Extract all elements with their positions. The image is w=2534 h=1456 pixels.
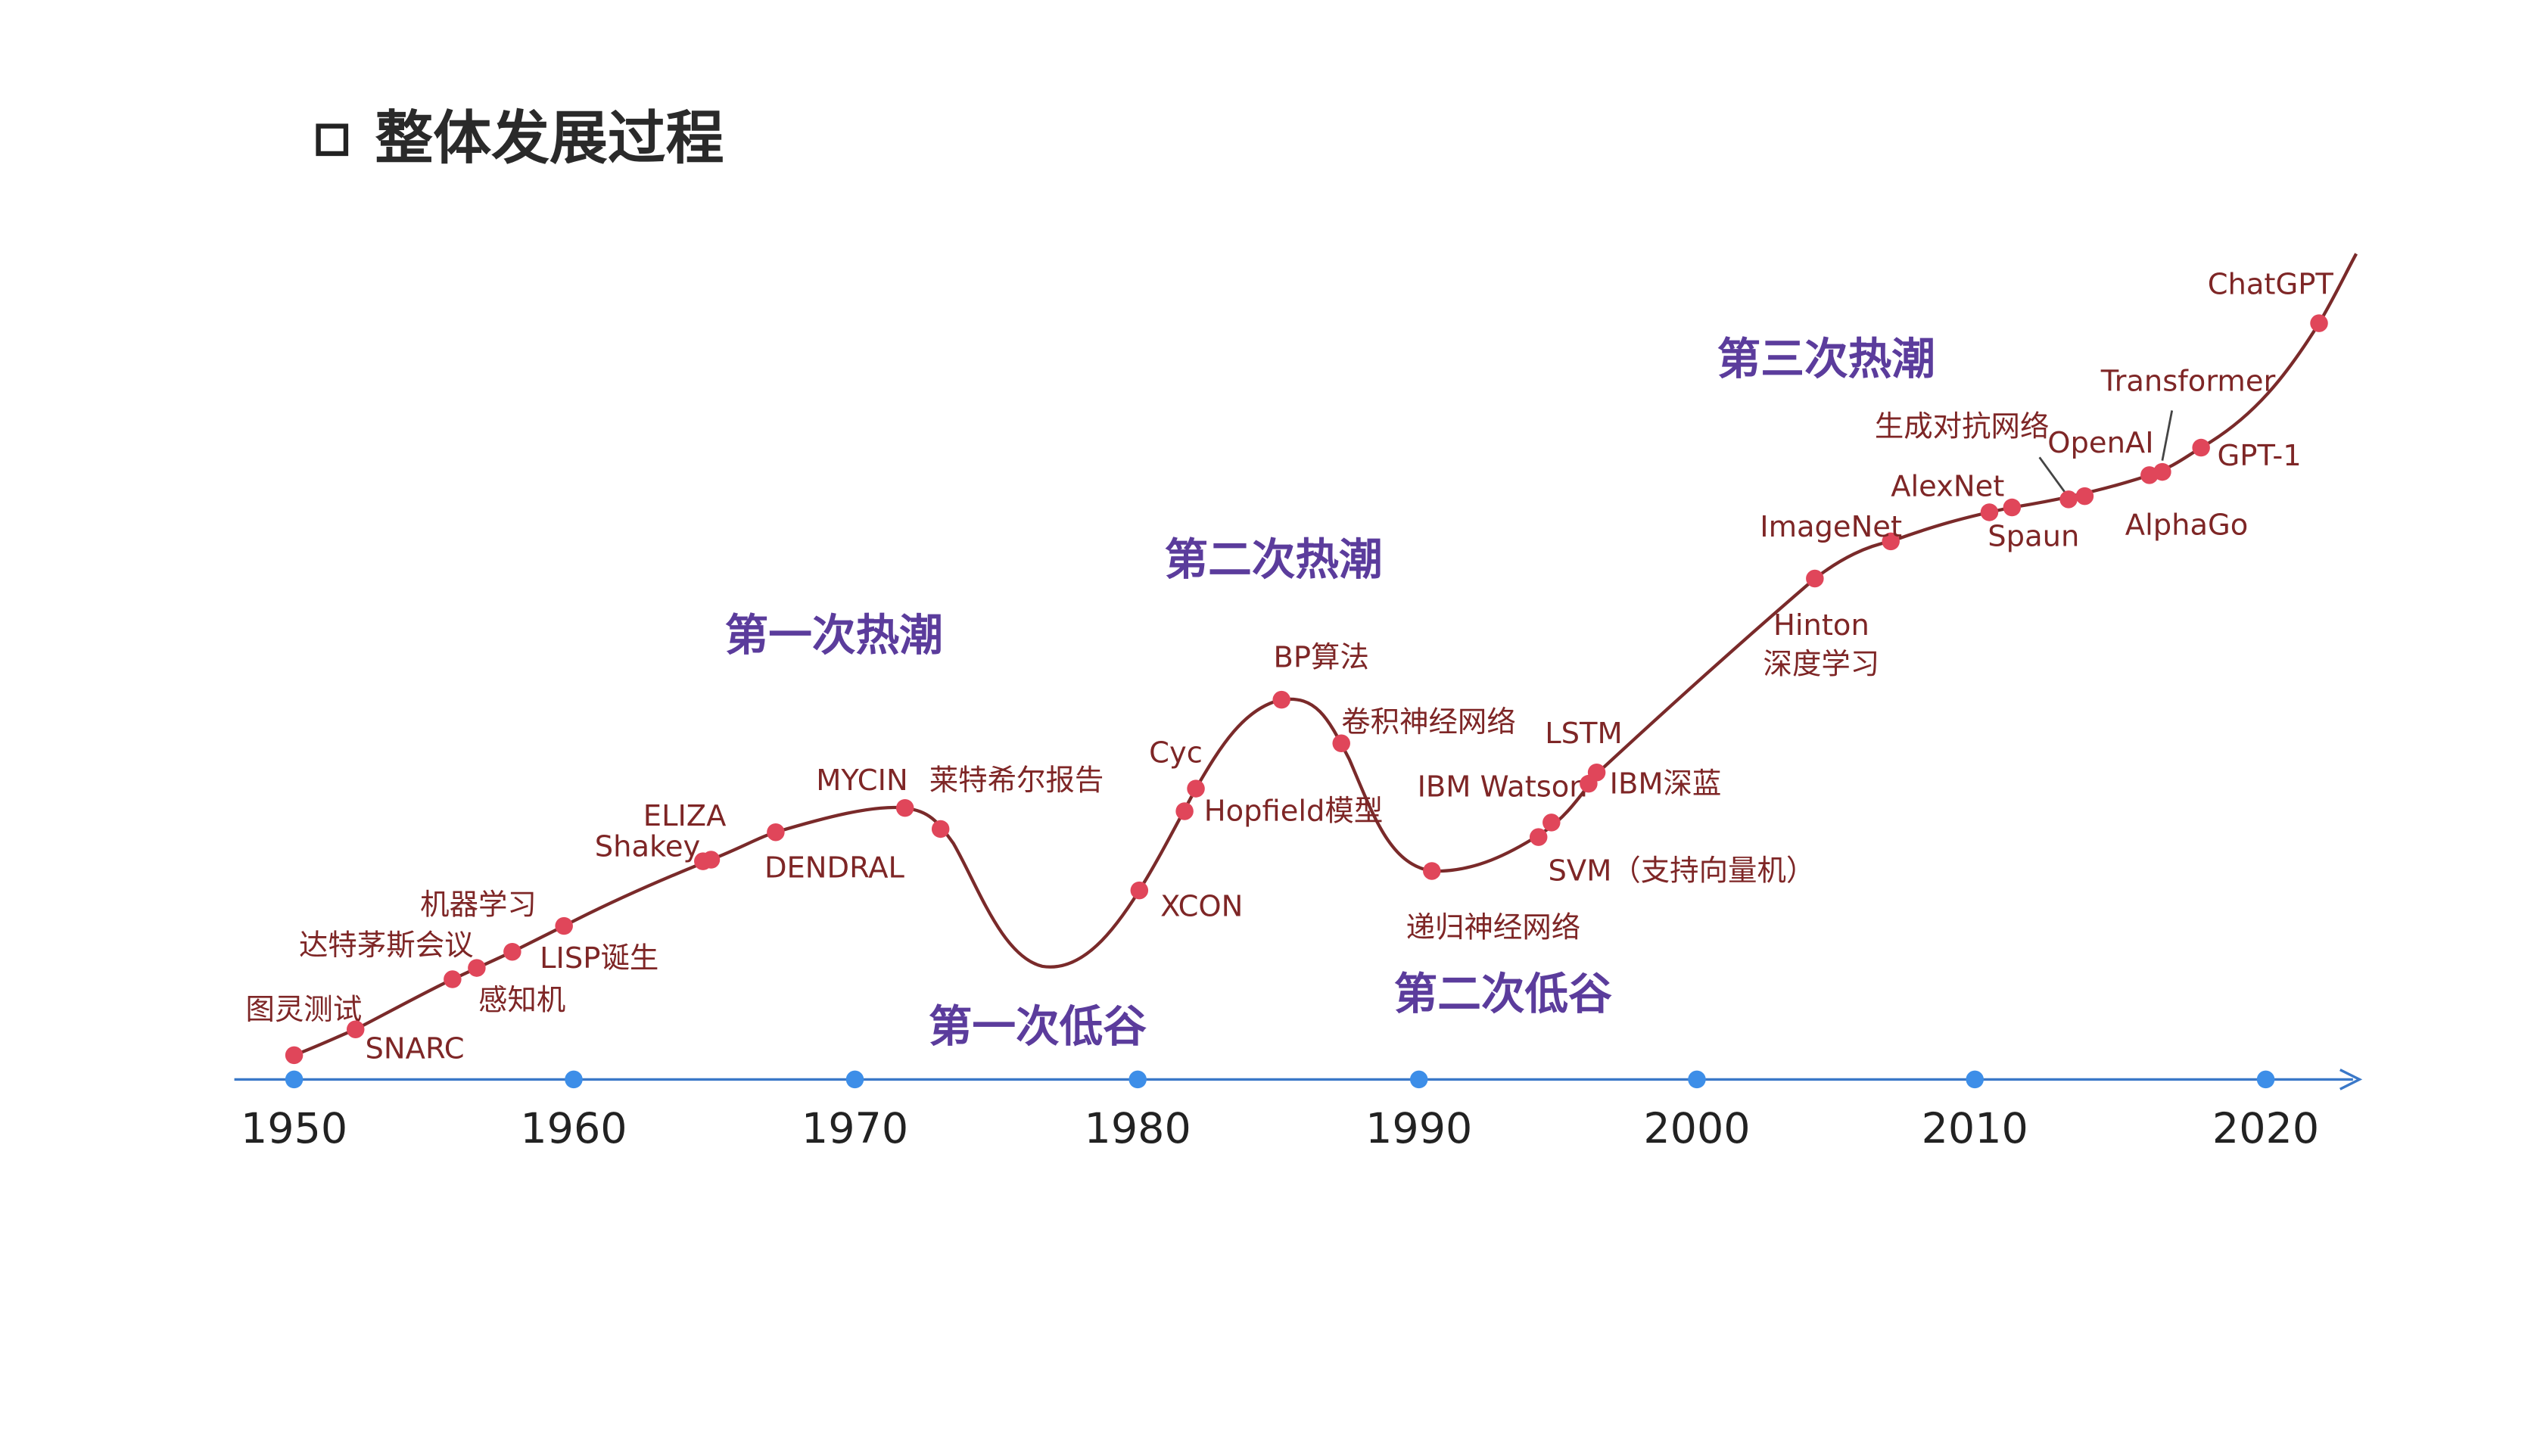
event-dot	[931, 820, 950, 838]
event-dot	[1806, 569, 1824, 588]
axis-dot	[565, 1070, 583, 1089]
event-label: Transformer	[2100, 365, 2276, 399]
axis-dot	[1688, 1070, 1706, 1089]
year-label: 1970	[802, 1104, 908, 1153]
phase-label: 第一次低谷	[929, 1000, 1147, 1052]
event-label: Hinton	[1773, 608, 1869, 642]
event-label: OpenAI	[2047, 426, 2153, 460]
trend-curve	[293, 253, 2358, 1057]
event-label: Hopfield模型	[1204, 795, 1384, 829]
event-label: 感知机	[478, 983, 565, 1017]
axis-dot	[1966, 1070, 1984, 1089]
event-dot	[1529, 828, 1548, 846]
event-label: SNARC	[366, 1031, 465, 1066]
axis-dot	[1409, 1070, 1428, 1089]
event-label: BP算法	[1274, 641, 1369, 675]
connector	[2038, 456, 2066, 494]
phase-label: 第二次低谷	[1394, 968, 1613, 1019]
event-label: DENDRAL	[764, 851, 905, 885]
event-dot	[1980, 503, 1999, 521]
event-label: MYCIN	[816, 764, 907, 798]
event-dot	[1175, 802, 1194, 820]
event-dot	[767, 823, 785, 842]
event-dot	[1587, 763, 1606, 782]
event-dot	[2310, 314, 2328, 332]
event-dot	[2192, 438, 2210, 457]
axis-arrow	[2339, 1069, 2363, 1090]
event-dot	[503, 942, 521, 961]
axis-dot	[285, 1070, 304, 1089]
event-label: 图灵测试	[246, 993, 363, 1027]
event-dot	[285, 1046, 304, 1065]
phase-label: 第一次热潮	[725, 609, 943, 661]
event-label: IBM深蓝	[1610, 767, 1722, 801]
event-dot	[2059, 490, 2078, 509]
year-label: 1960	[520, 1104, 627, 1153]
event-label: Shakey	[595, 830, 701, 864]
phase-label: 第三次热潮	[1717, 333, 1935, 384]
event-dot	[444, 970, 462, 988]
event-label: AlexNet	[1891, 469, 2004, 503]
event-label: 卷积神经网络	[1341, 705, 1516, 739]
year-label: 2020	[2212, 1104, 2319, 1153]
event-label: AlphaGo	[2125, 509, 2249, 543]
event-label: 机器学习	[420, 888, 537, 922]
event-dot	[1423, 862, 1441, 880]
event-dot	[1130, 881, 1149, 900]
phase-label: 第二次热潮	[1164, 534, 1382, 585]
event-dot	[2075, 487, 2094, 506]
event-sublabel: 深度学习	[1764, 647, 1880, 681]
event-label: GPT-1	[2218, 439, 2302, 473]
event-label: 达特茅斯会议	[299, 929, 474, 963]
event-dot	[1272, 690, 1290, 709]
event-label: LSTM	[1545, 717, 1622, 751]
axis-dot	[1128, 1070, 1147, 1089]
event-label: LISP诞生	[540, 941, 658, 975]
slide-title: 整体发展过程	[375, 105, 724, 173]
event-label: XCON	[1160, 890, 1243, 924]
axis-dot	[845, 1070, 864, 1089]
year-label: 2010	[1922, 1104, 2028, 1153]
event-label: 莱特希尔报告	[929, 764, 1104, 798]
event-dot	[2153, 462, 2171, 481]
event-label: 生成对抗网络	[1875, 409, 2050, 443]
axis-dot	[2256, 1070, 2275, 1089]
event-dot	[1882, 532, 1900, 551]
event-label: Spaun	[1988, 520, 2079, 554]
event-label: ChatGPT	[2208, 268, 2334, 302]
event-label: ELIZA	[643, 799, 727, 833]
event-dot	[468, 959, 486, 977]
event-label: ImageNet	[1760, 510, 1902, 544]
year-label: 2000	[1643, 1104, 1750, 1153]
event-dot	[555, 916, 573, 935]
event-dot	[702, 851, 721, 869]
event-label: Cyc	[1149, 736, 1203, 770]
event-dot	[1543, 814, 1561, 832]
event-dot	[1187, 779, 1205, 798]
event-dot	[1332, 734, 1350, 753]
event-dot	[2003, 498, 2022, 517]
event-label: IBM Watson	[1418, 770, 1588, 804]
event-label: SVM（支持向量机）	[1549, 854, 1816, 888]
event-label: 递归神经网络	[1406, 910, 1581, 944]
bullet-box	[316, 123, 349, 157]
year-label: 1980	[1085, 1104, 1191, 1153]
year-label: 1950	[241, 1104, 347, 1153]
connector	[2161, 410, 2174, 461]
event-dot	[347, 1020, 365, 1038]
event-dot	[895, 798, 914, 817]
year-label: 1990	[1365, 1104, 1472, 1153]
